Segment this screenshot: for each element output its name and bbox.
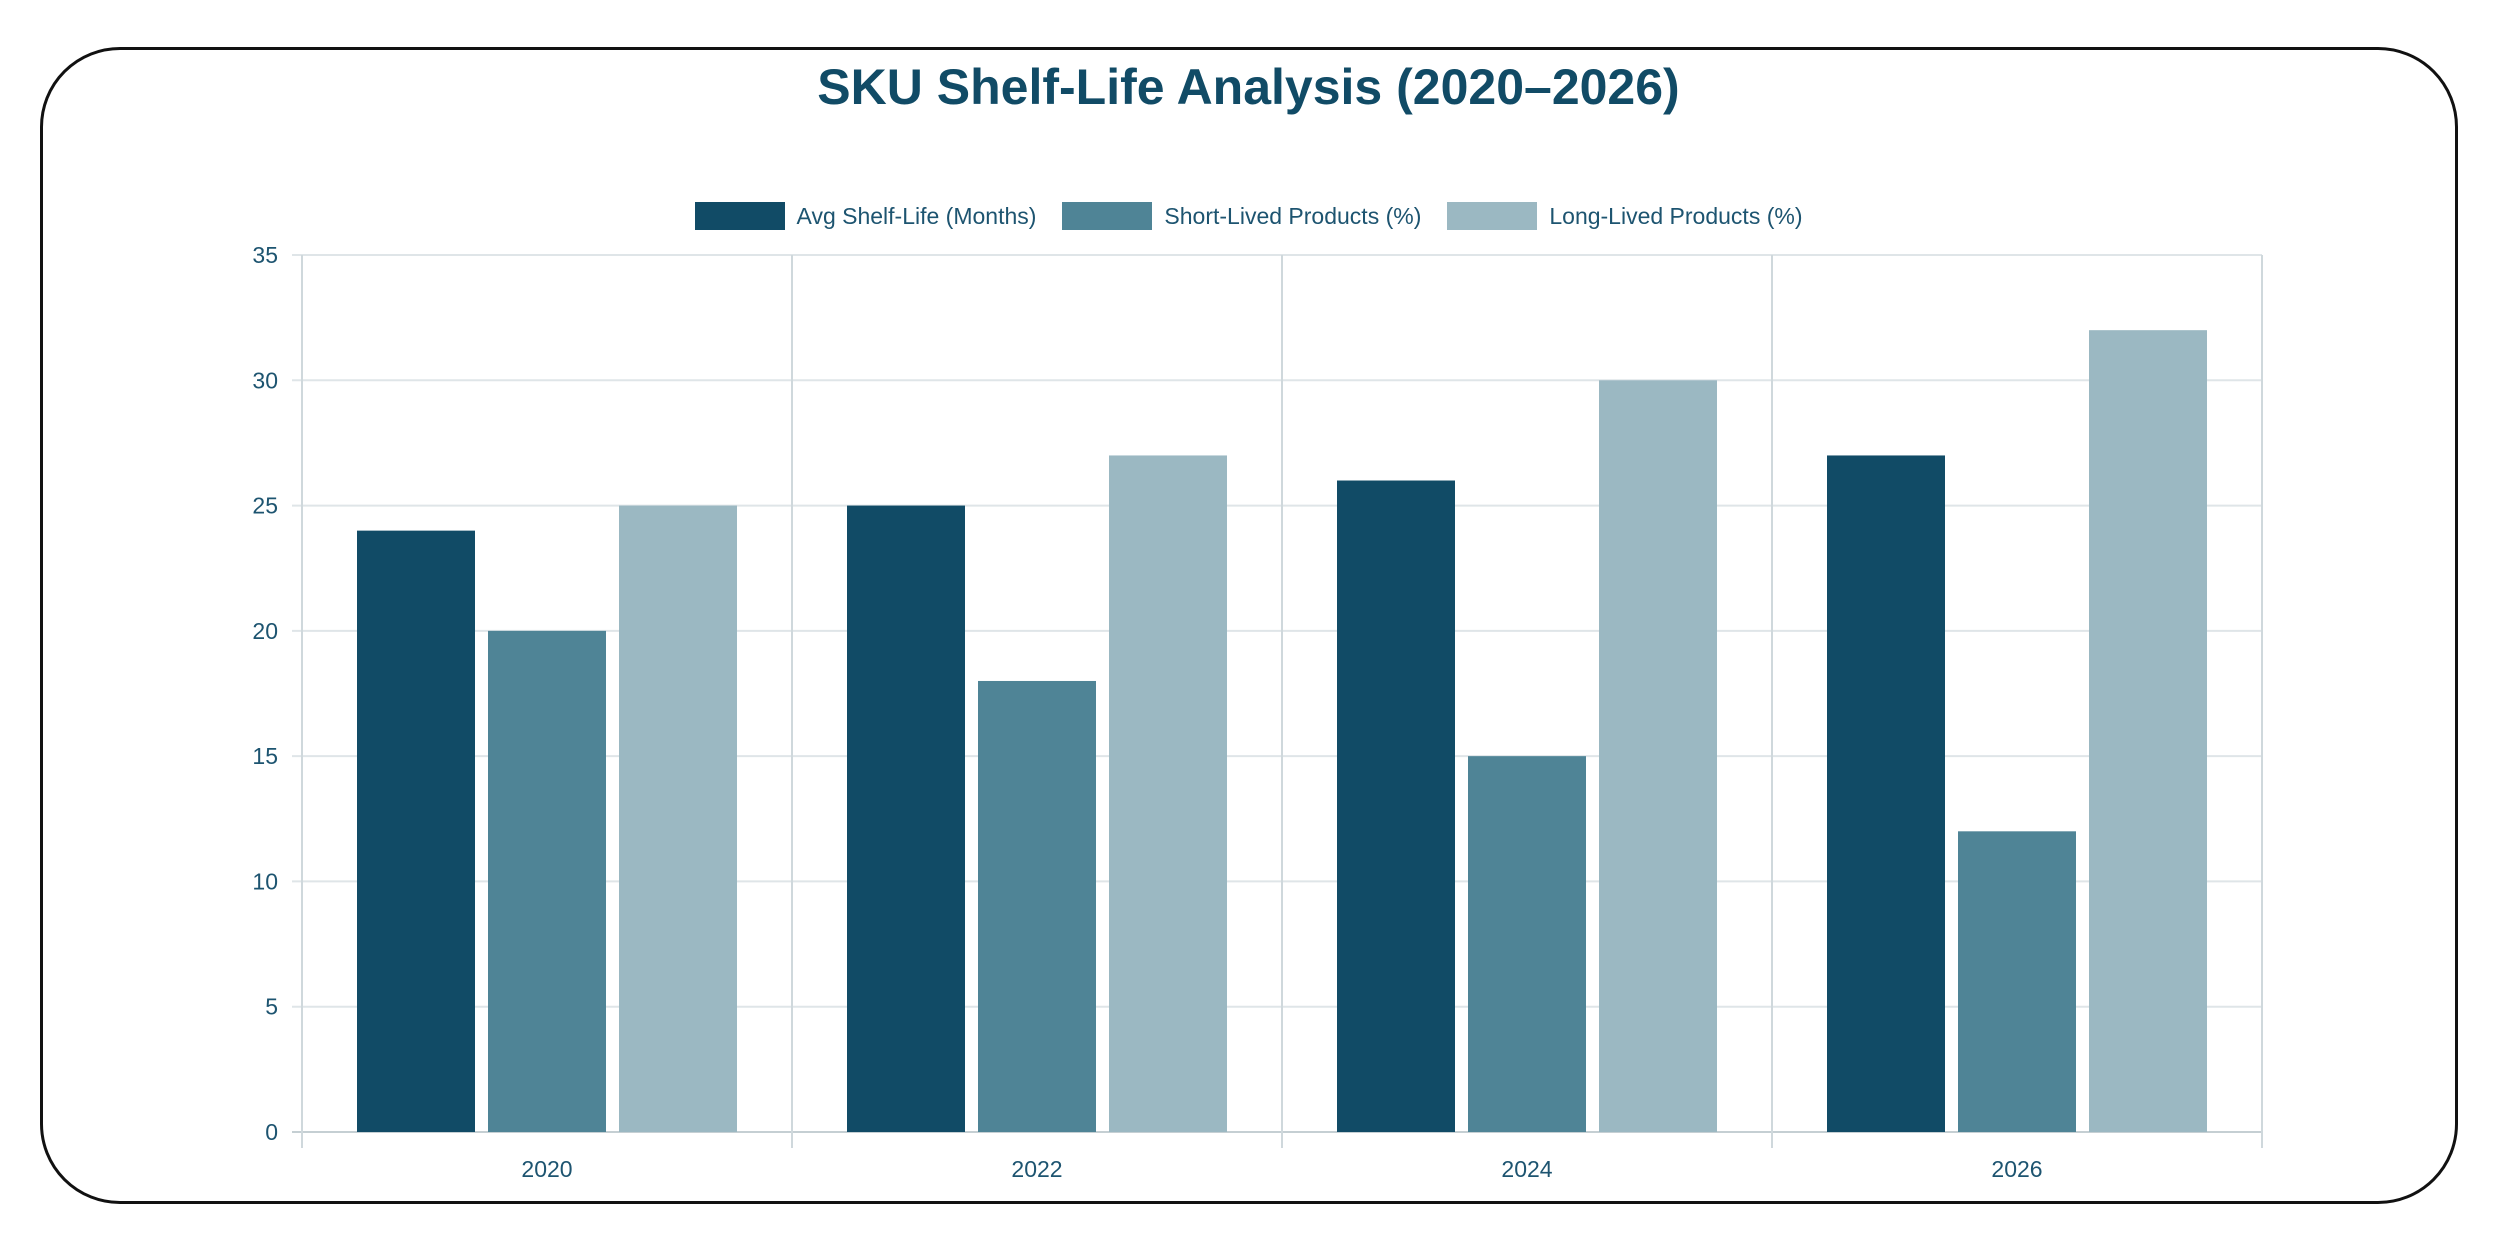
legend-item-short-lived[interactable]: Short-Lived Products (%) bbox=[1062, 202, 1421, 230]
x-tick-label: 2024 bbox=[1501, 1156, 1552, 1182]
chart-title: SKU Shelf-Life Analysis (2020–2026) bbox=[817, 59, 1680, 115]
legend-item-avg-shelf-life[interactable]: Avg Shelf-Life (Months) bbox=[694, 202, 1037, 230]
bar bbox=[1109, 455, 1227, 1132]
y-tick-label: 15 bbox=[252, 743, 278, 769]
bar bbox=[1468, 756, 1586, 1132]
legend-label: Short-Lived Products (%) bbox=[1164, 202, 1422, 229]
legend-swatch bbox=[1447, 202, 1538, 230]
y-tick-label: 30 bbox=[252, 367, 278, 393]
y-tick-label: 25 bbox=[252, 493, 278, 519]
bar bbox=[1958, 831, 2076, 1132]
legend-swatch bbox=[694, 202, 785, 230]
x-tick-label: 2020 bbox=[521, 1156, 572, 1182]
bar bbox=[1337, 480, 1455, 1132]
legend-item-long-lived[interactable]: Long-Lived Products (%) bbox=[1447, 202, 1802, 230]
legend-label: Avg Shelf-Life (Months) bbox=[796, 202, 1037, 229]
bar bbox=[1827, 455, 1945, 1132]
legend-swatch bbox=[1062, 202, 1153, 230]
bar bbox=[2089, 330, 2207, 1133]
bar bbox=[978, 680, 1096, 1132]
y-tick-label: 20 bbox=[252, 618, 278, 644]
bar bbox=[1599, 380, 1717, 1132]
y-tick-label: 35 bbox=[252, 242, 278, 268]
y-tick-label: 5 bbox=[265, 994, 278, 1020]
bar bbox=[619, 505, 737, 1133]
legend-label: Long-Lived Products (%) bbox=[1549, 202, 1803, 229]
y-tick-label: 10 bbox=[252, 868, 278, 894]
bar bbox=[488, 630, 606, 1132]
bar bbox=[357, 530, 475, 1132]
chart-frame bbox=[40, 47, 2458, 1204]
x-tick-label: 2026 bbox=[1991, 1156, 2042, 1182]
bar bbox=[847, 505, 965, 1133]
x-tick-label: 2022 bbox=[1011, 1156, 1062, 1182]
y-tick-label: 0 bbox=[265, 1119, 278, 1145]
legend: Avg Shelf-Life (Months) Short-Lived Prod… bbox=[0, 202, 2497, 230]
